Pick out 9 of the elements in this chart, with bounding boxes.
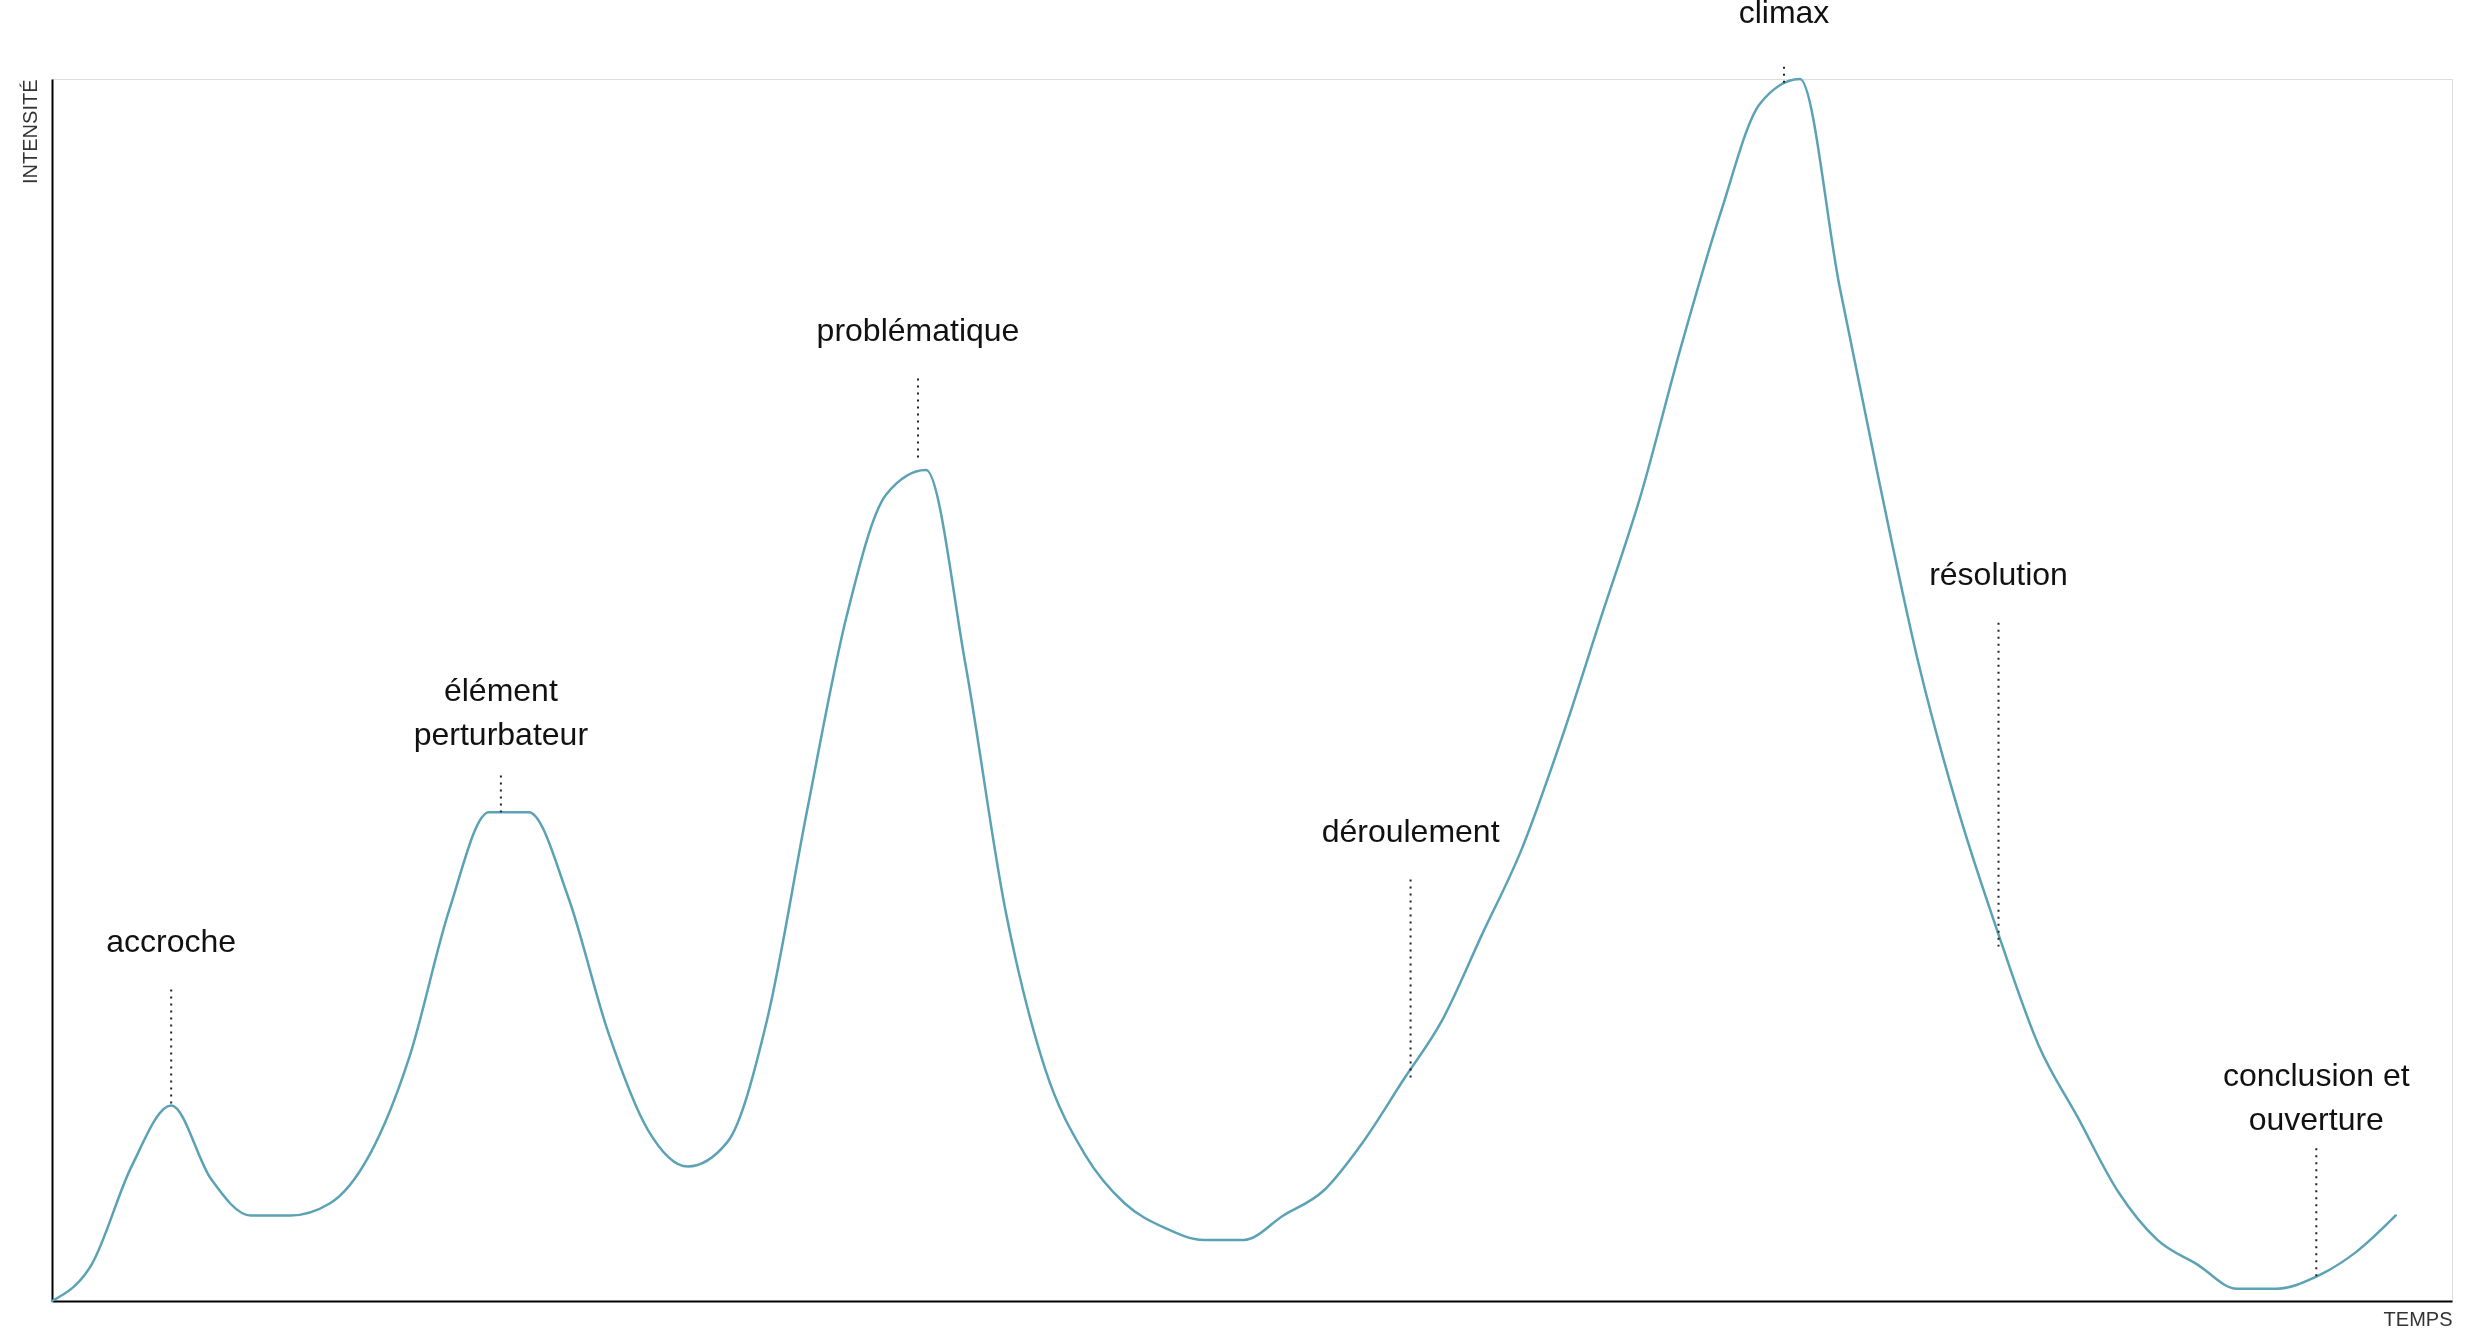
annotation: élément perturbateur <box>413 672 589 753</box>
annotation: déroulement <box>1321 812 1500 849</box>
y-axis-title: INTENSITÉ <box>18 79 41 184</box>
annotation: résolution <box>1929 556 2068 593</box>
annotation: accroche <box>106 922 237 959</box>
x-axis-title: TEMPS <box>2383 1307 2453 1330</box>
annotation: problématique <box>816 311 1020 348</box>
annotation: conclusion et ouverture <box>2222 1057 2410 1138</box>
text: climax <box>1738 0 1830 31</box>
